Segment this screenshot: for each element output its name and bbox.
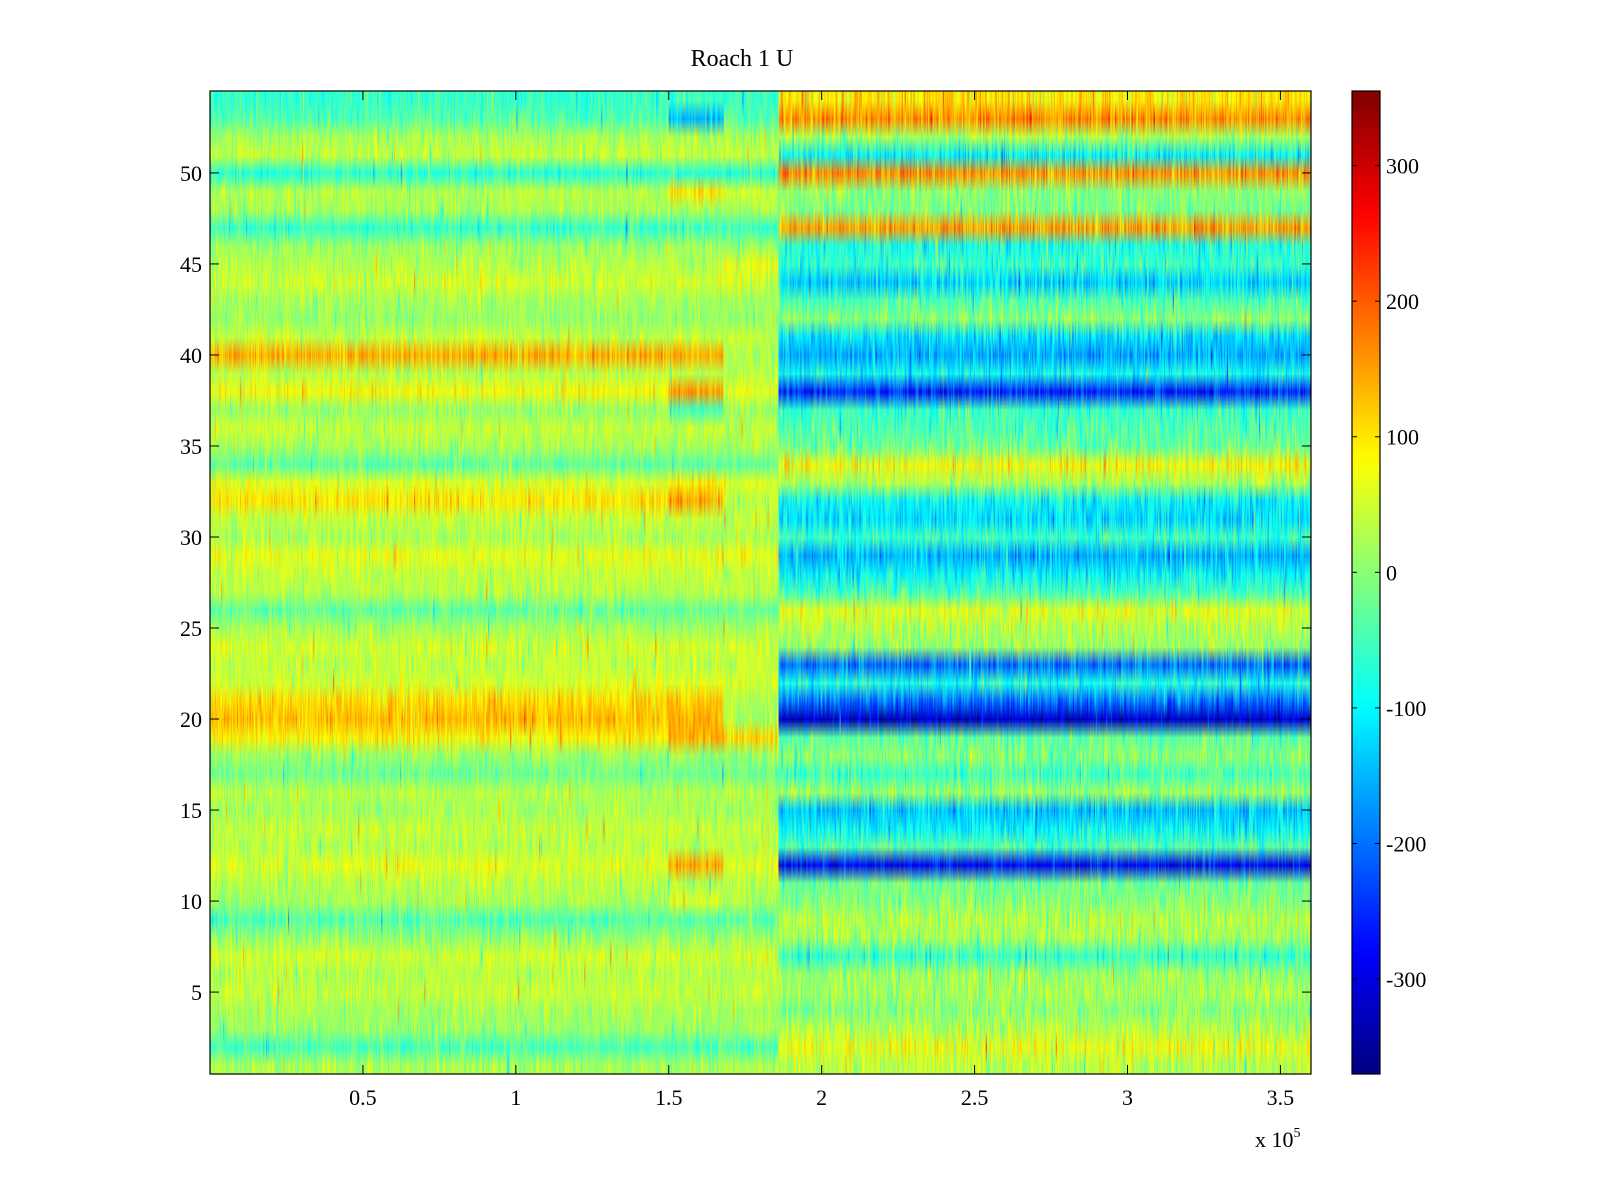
x-axis-exponent-prefix: x 10 bbox=[1255, 1127, 1294, 1152]
colorbar-tick-label: 300 bbox=[1386, 154, 1419, 179]
colorbar-tick-label: -100 bbox=[1386, 696, 1426, 721]
x-tick-label: 1.5 bbox=[655, 1085, 683, 1110]
y-tick-label: 25 bbox=[180, 616, 202, 641]
x-axis-ticks: 0.5 1 1.5 2 2.5 3 3.5 bbox=[349, 91, 1294, 1110]
x-tick-label: 2 bbox=[816, 1085, 827, 1110]
colorbar-tick-label: -200 bbox=[1386, 832, 1426, 857]
y-tick-label: 10 bbox=[180, 889, 202, 914]
y-tick-label: 5 bbox=[191, 980, 202, 1005]
x-tick-label: 1 bbox=[510, 1085, 521, 1110]
y-tick-label: 45 bbox=[180, 252, 202, 277]
x-axis-exponent: x 105 bbox=[1255, 1126, 1301, 1152]
y-tick-label: 20 bbox=[180, 707, 202, 732]
chart-title: Roach 1 U bbox=[691, 46, 794, 72]
colorbar-frame bbox=[1351, 90, 1381, 1075]
y-tick-label: 40 bbox=[180, 343, 202, 368]
x-tick-label: 3.5 bbox=[1267, 1085, 1295, 1110]
y-tick-label: 50 bbox=[180, 161, 202, 186]
y-tick-label: 30 bbox=[180, 525, 202, 550]
y-tick-label: 15 bbox=[180, 798, 202, 823]
x-tick-label: 3 bbox=[1122, 1085, 1133, 1110]
heatmap-image bbox=[210, 91, 1311, 1074]
x-axis-exponent-power: 5 bbox=[1294, 1126, 1301, 1141]
colorbar-tick-label: 100 bbox=[1386, 425, 1419, 450]
colorbar-image bbox=[1352, 91, 1380, 1074]
colorbar-ticks: 300 200 100 0 -100 -200 -300 bbox=[1352, 154, 1426, 992]
x-tick-label: 2.5 bbox=[961, 1085, 989, 1110]
colorbar-tick-label: -300 bbox=[1386, 967, 1426, 992]
plot-frame bbox=[209, 90, 1312, 1075]
y-axis-ticks: 5 10 15 20 25 30 35 40 45 50 bbox=[180, 161, 1311, 1005]
colorbar-tick-label: 200 bbox=[1386, 289, 1419, 314]
y-tick-label: 35 bbox=[180, 434, 202, 459]
colorbar-tick-label: 0 bbox=[1386, 560, 1397, 585]
x-tick-label: 0.5 bbox=[349, 1085, 377, 1110]
